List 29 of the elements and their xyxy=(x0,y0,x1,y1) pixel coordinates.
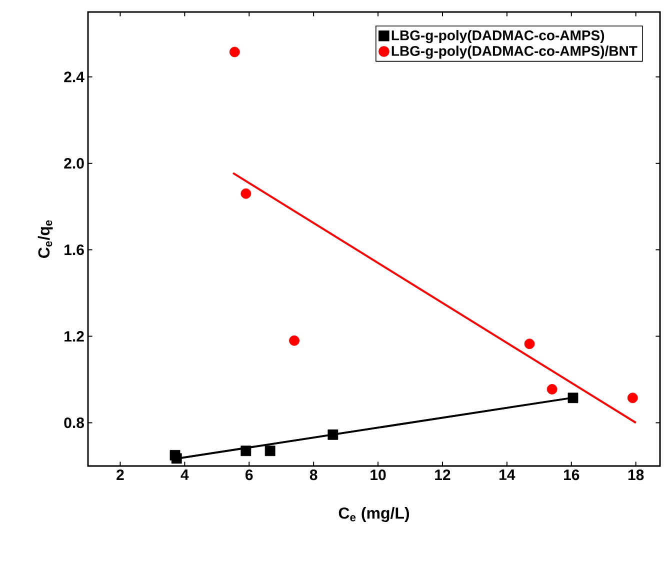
point xyxy=(568,392,578,404)
y-tick-label: 1.2 xyxy=(64,331,84,342)
point xyxy=(328,429,338,440)
point xyxy=(229,46,240,58)
x-axis-title: C$_{e}$ (mg/L) xyxy=(338,507,410,522)
y-tick-label: 1.6 xyxy=(64,244,84,256)
x-tick-label: 8 xyxy=(310,470,318,480)
x-tick-label: 4 xyxy=(180,470,189,480)
point xyxy=(240,446,252,456)
x-tick-label: 16 xyxy=(564,470,580,480)
point xyxy=(627,392,638,404)
x-tick-label: 12 xyxy=(435,470,450,480)
x-tick-label: 10 xyxy=(370,470,386,480)
point xyxy=(524,338,535,350)
point xyxy=(240,188,252,199)
legend-label: LBG-g-poly(DADMAC-co-AMPS)/BNT xyxy=(392,46,638,59)
point xyxy=(264,446,276,456)
y-tick-label: 2.4 xyxy=(64,72,84,82)
y-tick-label: 2.0 xyxy=(64,158,84,169)
y-tick-label: 0.8 xyxy=(64,417,84,428)
point xyxy=(546,384,558,394)
y-axis-title: C$_{e}$/q$_{e}$ xyxy=(38,220,53,258)
x-tick-label: 2 xyxy=(116,470,124,480)
x-tick-label: 14 xyxy=(500,470,516,480)
legend-label: LBG-g-poly(DADMAC-co-AMPS) xyxy=(392,30,604,44)
x-tick-label: 6 xyxy=(246,470,253,480)
point xyxy=(171,453,182,464)
x-tick-label: 18 xyxy=(628,470,644,480)
point xyxy=(289,335,300,346)
